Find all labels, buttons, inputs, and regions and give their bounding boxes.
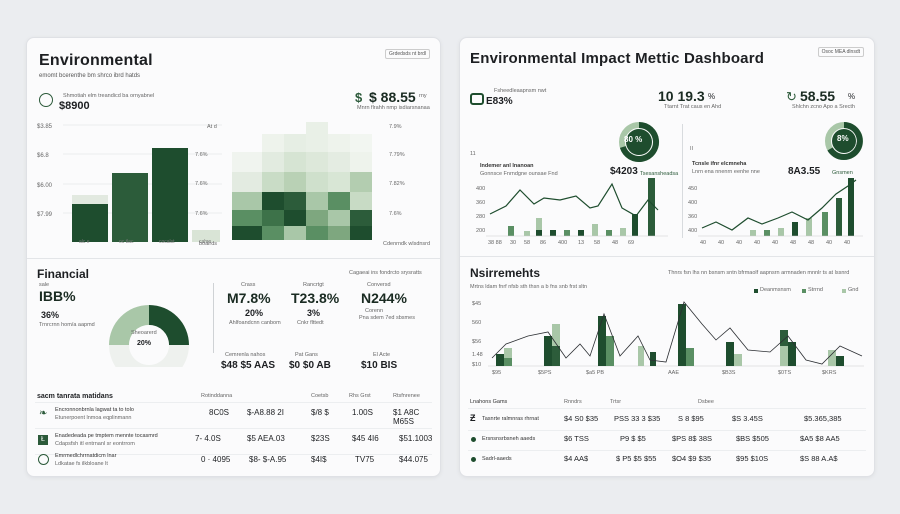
chart-icon: Ł xyxy=(38,435,48,445)
kpi-value: IBB% xyxy=(39,288,76,304)
kpi-value: N244% xyxy=(361,290,407,306)
table-row[interactable]: Emrmedlchrrnatdicm lnar Ldkatae fs ilkbl… xyxy=(27,450,440,474)
leaf-icon xyxy=(470,93,484,105)
zeta-icon: Ƶ xyxy=(470,413,476,423)
svg-text:cocalst: cocalst xyxy=(159,239,175,245)
kpi-value: T23.8% xyxy=(291,290,340,306)
legend-swatch xyxy=(754,289,758,293)
svg-text:cahrs: cahrs xyxy=(199,239,212,245)
dot-icon xyxy=(471,457,476,462)
table-row[interactable]: Ł Enadedeada pe tmptem mennte tocasmrd C… xyxy=(27,430,440,454)
globe-icon xyxy=(38,454,49,465)
dollar-icon: $ xyxy=(355,90,363,105)
legend-swatch xyxy=(802,289,806,293)
environmental-dashboard-panel: Environmental Impact Mettic Dashboard Os… xyxy=(459,37,875,477)
bar-chart: $3.85 $6.8 $6.00 $7.99 alc e oc tlac coc… xyxy=(37,124,222,245)
table-title: sacm tanrata matidans xyxy=(37,393,113,400)
section-title: Financial xyxy=(37,267,90,281)
bar xyxy=(72,204,108,242)
bar xyxy=(192,230,220,242)
heatmap-cells xyxy=(232,122,372,240)
kpi-value: M7.8% xyxy=(227,290,271,306)
chart-value: 8A3.55 xyxy=(788,166,821,177)
heat-legend-left: boalrds xyxy=(199,241,218,247)
financial-dashboard-panel: Environmental emomt bcerenthe bm shrco i… xyxy=(26,37,441,477)
donut-value: 20% xyxy=(137,340,152,347)
panel-controls[interactable]: Grdedsds nt brdl xyxy=(385,49,430,59)
legend-swatch xyxy=(842,289,846,293)
table-row[interactable]: Ƶ Tasnrte ralmnras rhrnat $4 S0 $35 PSS … xyxy=(470,413,842,423)
kpi-caption: Shmotiah elm treandicd ba ornyabnel xyxy=(63,93,155,99)
panel-subtitle: emomt bcerenthe bm shrco ibrd hatds xyxy=(39,73,141,79)
dot-icon xyxy=(471,437,476,442)
donut-chart xyxy=(109,305,189,367)
heatmap-chart xyxy=(232,122,372,240)
line-chart-1 xyxy=(486,178,668,237)
grouped-bar-chart xyxy=(488,301,864,367)
heat-legend-right: Cdenrndk wlsdnsrd xyxy=(383,241,431,247)
summary-value: $0 $0 AB xyxy=(289,360,331,371)
table-row[interactable]: ❧ Encronnonbrnla lagwat ta to tolo Etune… xyxy=(39,407,420,426)
leaf-icon xyxy=(39,93,53,107)
y-tick: $3.85 xyxy=(37,124,53,130)
table-row[interactable]: Ersnsnsrbsneh aaeds $6 TSS P9 $ $5 $PS 8… xyxy=(460,430,874,450)
summary-value: $10 BIS xyxy=(361,360,398,371)
refresh-icon[interactable]: ↻ xyxy=(786,89,797,104)
svg-text:oc tlac: oc tlac xyxy=(119,239,134,245)
y-tick: $6.00 xyxy=(37,183,53,189)
section-note: Thnrs fsn lhs nn bsnsm sntn bfrmaolf aap… xyxy=(668,270,850,276)
chart-value: $4203 xyxy=(610,166,638,177)
section-note: Cagaeai ins fondrcto srysratts xyxy=(349,270,422,276)
y-tick: $6.8 xyxy=(37,153,49,159)
summary-value: $48 $5 AAS xyxy=(221,360,276,371)
divider xyxy=(460,256,874,257)
kpi-value: 58.55 xyxy=(800,88,836,104)
donut-gauge-1 xyxy=(619,121,660,162)
bar xyxy=(152,148,188,242)
kpi-value: $8900 xyxy=(59,100,90,112)
kpi-value: E83% xyxy=(486,96,513,107)
donut-gauge-2 xyxy=(825,122,863,160)
donut-value: 8% xyxy=(837,134,849,143)
line-chart-2 xyxy=(698,178,863,237)
leaf-icon: ❧ xyxy=(39,408,48,419)
kpi-value-2: $ 88.55 xyxy=(369,89,416,105)
bar xyxy=(112,173,148,242)
divider xyxy=(27,258,440,259)
donut-value: 80 % xyxy=(624,135,643,144)
panel-title: Environmental Impact Mettic Dashboard xyxy=(470,50,765,67)
kpi-value: 10 19.3 xyxy=(658,88,705,104)
y-tick: $7.99 xyxy=(37,212,53,218)
svg-text:alc e: alc e xyxy=(79,239,90,245)
section-title: Nsirremehts xyxy=(470,266,541,280)
panel-controls[interactable]: Osoc MEA dlnsdt xyxy=(817,47,864,57)
table-row[interactable]: Sadrl-aaeds $4 AA$ $ P5 $5 $55 $O4 $9 $3… xyxy=(460,450,874,470)
panel-title: Environmental xyxy=(39,52,153,69)
